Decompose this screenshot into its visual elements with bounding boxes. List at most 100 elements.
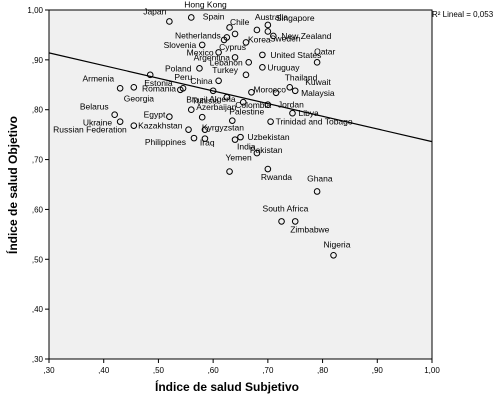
x-tick-label: ,80: [317, 366, 329, 375]
point-marker: [146, 71, 154, 79]
point-marker: [259, 51, 266, 59]
point-marker: [116, 84, 124, 92]
regression-line: [48, 52, 433, 143]
data-point: Australia: [253, 12, 288, 34]
point-label: Armenia: [82, 73, 114, 83]
point-label: Pakistan: [250, 145, 283, 155]
point-label: Thailand: [285, 72, 318, 82]
y-tick-label: ,30: [32, 355, 44, 364]
point-marker: [239, 98, 247, 106]
data-point: Belarus: [80, 102, 118, 118]
point-label: Slovenia: [164, 40, 197, 50]
data-point: Yemen: [226, 153, 252, 175]
data-point: India: [231, 136, 256, 152]
point-label: Uruguay: [267, 62, 300, 72]
data-point: Mexico: [187, 47, 222, 57]
point-label: Singapore: [276, 13, 315, 23]
point-marker: [264, 101, 272, 109]
point-label: Russian Federation: [53, 125, 127, 135]
x-axis-title: Índice de salud Subjetivo: [155, 379, 299, 394]
point-label: Peru: [174, 72, 192, 82]
data-point: Philippines: [145, 134, 198, 147]
point-label: Belarus: [80, 102, 109, 112]
point-marker: [190, 134, 198, 142]
point-marker: [196, 65, 203, 72]
data-point: Malaysia: [272, 88, 335, 98]
point-label: Chile: [230, 17, 250, 27]
data-point: Ukraine: [83, 118, 124, 128]
data-point: Jordan: [264, 100, 304, 110]
data-point: Tunisia: [192, 93, 231, 105]
data-point: Russian Federation: [53, 122, 138, 135]
y-tick-label: ,60: [32, 205, 44, 214]
point-marker: [253, 149, 261, 157]
data-point: Thailand: [285, 72, 318, 91]
point-label: Georgia: [124, 93, 155, 103]
data-point: Kuwait: [291, 77, 331, 95]
point-label: Korea: [248, 34, 271, 44]
point-label: Kuwait: [305, 77, 331, 87]
point-label: Ghana: [307, 173, 333, 183]
data-point: Japan: [143, 6, 173, 25]
point-label: Egypt: [144, 110, 166, 120]
data-point: Romania: [142, 83, 187, 93]
point-marker: [264, 165, 272, 173]
point-marker: [130, 83, 138, 91]
point-label: Romania: [142, 83, 176, 93]
data-point: Armenia: [82, 73, 124, 92]
point-marker: [223, 93, 231, 101]
point-marker: [179, 84, 187, 92]
point-label: Brazil: [186, 95, 207, 105]
data-point: Qatar: [313, 46, 336, 66]
point-label: Yemen: [226, 153, 252, 163]
y-tick-label: ,90: [32, 56, 44, 65]
point-marker: [111, 111, 118, 118]
data-point: Palestine: [228, 107, 265, 124]
point-marker: [267, 118, 274, 125]
y-tick-label: ,40: [32, 305, 44, 314]
point-marker: [130, 122, 138, 129]
data-point: Spain: [203, 11, 233, 31]
point-marker: [215, 77, 222, 85]
y-axis: ,30 ,40 ,50 ,60 ,70 ,80 ,90 1,00: [27, 6, 49, 364]
point-label: Kazakhstan: [138, 121, 183, 131]
point-marker: [187, 14, 195, 21]
y-axis-title: Índice de salud Objetivo: [5, 116, 20, 254]
data-point: Chile: [230, 17, 250, 38]
data-point: Kyrgyzstan: [201, 123, 244, 133]
x-tick-label: ,60: [208, 366, 220, 375]
point-label: New Zealand: [281, 31, 331, 41]
data-point: Algeria: [209, 87, 236, 104]
point-label: Ukraine: [83, 118, 113, 128]
point-marker: [228, 117, 236, 124]
point-marker: [187, 106, 195, 114]
point-label: Morocco: [253, 84, 286, 94]
y-tick-label: ,70: [32, 156, 44, 165]
point-label: Philippines: [145, 137, 186, 147]
point-marker: [291, 218, 299, 225]
x-tick-label: ,70: [262, 366, 274, 375]
data-point: Pakistan: [250, 145, 283, 157]
point-marker: [313, 188, 321, 195]
data-point: Argentina: [194, 52, 239, 62]
point-label: Colombia: [235, 100, 271, 110]
point-label: South Africa: [263, 203, 309, 213]
data-point: Uruguay: [259, 62, 300, 72]
x-tick-label: ,90: [372, 366, 384, 375]
point-label: Argentina: [194, 52, 231, 62]
data-point: Estonia: [144, 71, 173, 88]
point-label: Japan: [143, 6, 166, 16]
point-label: Spain: [203, 11, 225, 21]
point-marker: [253, 26, 261, 34]
point-label: Hong Kong: [184, 0, 227, 9]
point-label: Cyprus: [219, 42, 246, 52]
point-label: Poland: [165, 63, 192, 73]
data-point: Singapore: [264, 13, 315, 29]
x-tick-label: 1,00: [424, 366, 440, 375]
data-point: Uzbekistan: [237, 132, 290, 142]
data-point: Trinidad and Tobago: [267, 117, 353, 127]
y-tick-label: ,80: [32, 106, 44, 115]
point-marker: [201, 135, 209, 142]
point-marker: [231, 30, 239, 38]
point-label: Jordan: [278, 100, 304, 110]
